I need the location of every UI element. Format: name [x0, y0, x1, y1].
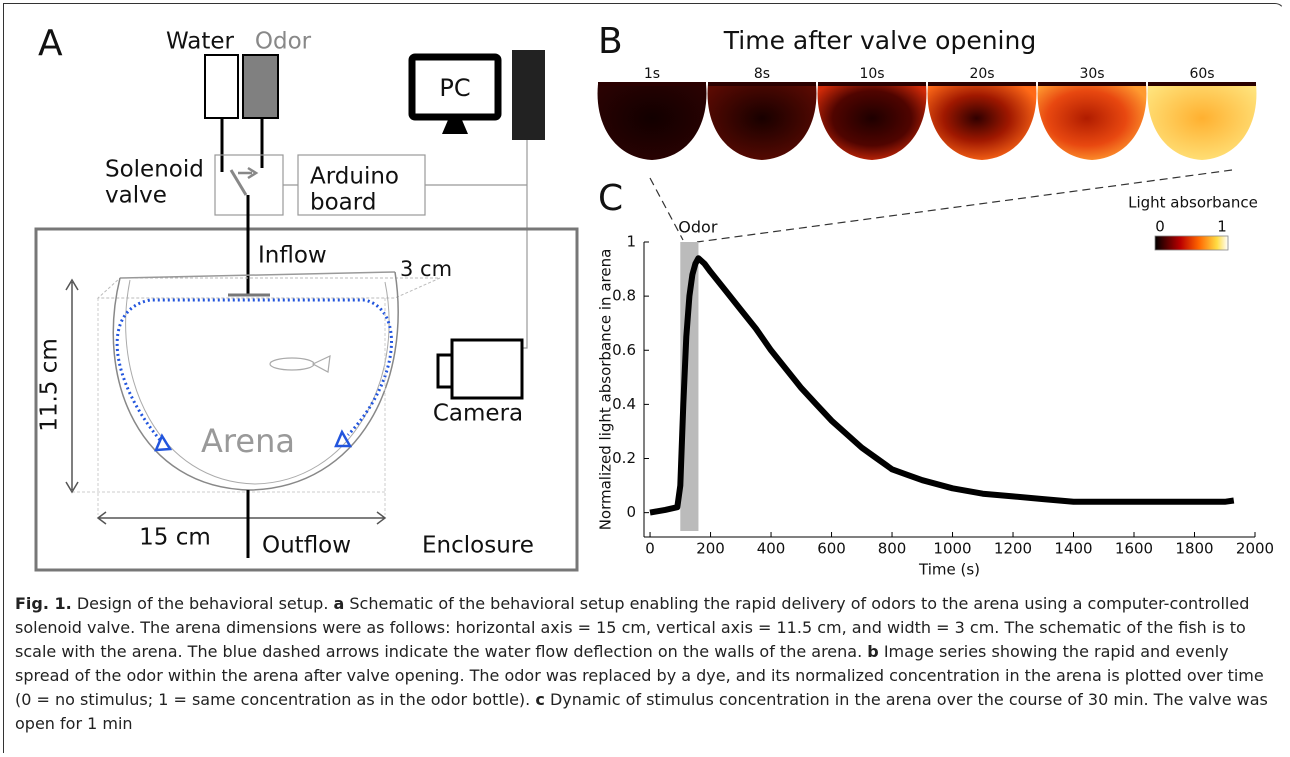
- water-label: Water: [166, 29, 235, 55]
- panel-letter: C: [598, 178, 623, 219]
- data-line: [650, 258, 1234, 512]
- figure: A Water Odor Solenoid valve Arduino boar…: [0, 0, 1290, 585]
- arena-rim: [1038, 82, 1146, 86]
- arena-image: [708, 84, 817, 160]
- y-tick-label: 0.4: [612, 395, 636, 413]
- odor-bottle: [243, 55, 278, 118]
- arena-rim: [598, 82, 706, 86]
- camera-lens: [438, 355, 452, 387]
- x-tick-label: 1000: [933, 540, 971, 558]
- arena-rim: [1148, 82, 1256, 86]
- inflow-label: Inflow: [258, 243, 327, 269]
- colorbar-tick: 0: [1155, 218, 1165, 236]
- pc-label: PC: [439, 74, 470, 102]
- enclosure-label: Enclosure: [422, 533, 534, 559]
- caption-letter: a: [334, 594, 345, 613]
- valve-arrow: [238, 168, 256, 178]
- panel-letter: A: [38, 23, 63, 64]
- length-label: 15 cm: [139, 525, 211, 551]
- colorbar-tick: 1: [1217, 218, 1227, 236]
- y-tick-label: 0.2: [612, 449, 636, 467]
- valve-label: valve: [105, 183, 167, 209]
- x-tick-label: 1400: [1054, 540, 1092, 558]
- height-arrow: [66, 280, 78, 492]
- arena-rim: [928, 82, 1036, 86]
- camera-label: Camera: [433, 401, 523, 427]
- pc-stand: [442, 120, 468, 134]
- caption-label: Fig. 1.: [15, 594, 72, 613]
- x-tick-label: 1200: [994, 540, 1032, 558]
- length-arrow: [98, 512, 385, 524]
- frame-label: 8s: [754, 66, 770, 82]
- panel-b: B Time after valve opening 1s 8s 10s 20s 30s…: [598, 21, 1257, 160]
- flow-path: [117, 300, 391, 440]
- y-tick-label: 0.6: [612, 341, 636, 359]
- height-label: 11.5 cm: [37, 338, 63, 432]
- x-tick-label: 200: [696, 540, 725, 558]
- frame-label: 1s: [644, 66, 660, 82]
- caption-letter: b: [867, 642, 878, 661]
- caption: Fig. 1. Design of the behavioral setup. …: [15, 592, 1277, 736]
- odor-label: Odor: [255, 29, 312, 55]
- arena-rim: [708, 82, 816, 86]
- outflow-label: Outflow: [262, 533, 351, 559]
- x-tick-label: 0: [645, 540, 655, 558]
- pc-tower: [512, 50, 545, 140]
- water-bottle: [205, 55, 238, 118]
- y-tick-label: 0.8: [612, 287, 636, 305]
- arena-image: [818, 84, 927, 160]
- arena-image: [1038, 84, 1147, 160]
- x-tick-label: 800: [878, 540, 907, 558]
- panel-a: A Water Odor Solenoid valve Arduino boar…: [36, 23, 577, 570]
- frame-label: 10s: [859, 66, 884, 82]
- fish: [270, 356, 330, 372]
- width-label: 3 cm: [400, 257, 452, 281]
- y-axis-title: Normalized light absorbance in arena: [597, 249, 615, 531]
- y-tick-label: 1: [626, 233, 636, 251]
- arena-image: [598, 84, 707, 160]
- x-tick-label: 2000: [1236, 540, 1274, 558]
- y-tick-label: 0: [626, 503, 636, 521]
- frame-label: 30s: [1079, 66, 1104, 82]
- page: A Water Odor Solenoid valve Arduino boar…: [0, 0, 1290, 757]
- arena-rim: [120, 272, 395, 278]
- panel-title: Time after valve opening: [723, 26, 1036, 55]
- caption-letter: c: [535, 690, 544, 709]
- caption-title: Design of the behavioral setup.: [77, 594, 329, 613]
- odor-label: Odor: [678, 218, 718, 237]
- x-axis-title: Time (s): [918, 561, 980, 579]
- colorbar-label: Light absorbance: [1128, 194, 1258, 212]
- arena-label: Arena: [201, 422, 295, 460]
- arena-rim: [818, 82, 926, 86]
- arena-image: [1148, 84, 1257, 160]
- panel-c: C Light absorbance 0 1 0 0.2 0.4 0.6 0.8 1 0 20…: [597, 170, 1275, 579]
- x-tick-label: 600: [817, 540, 846, 558]
- x-tick-label: 1800: [1175, 540, 1213, 558]
- frame-label: 20s: [969, 66, 994, 82]
- valve-label: Solenoid: [105, 157, 204, 183]
- arena-image: [928, 84, 1037, 160]
- x-tick-label: 400: [757, 540, 786, 558]
- frame-label: 60s: [1189, 66, 1214, 82]
- board-label: Arduino: [310, 164, 399, 190]
- board-label: board: [310, 190, 376, 216]
- panel-letter: B: [598, 21, 623, 62]
- camera: [452, 340, 522, 398]
- colorbar: [1155, 236, 1228, 250]
- x-tick-label: 1600: [1115, 540, 1153, 558]
